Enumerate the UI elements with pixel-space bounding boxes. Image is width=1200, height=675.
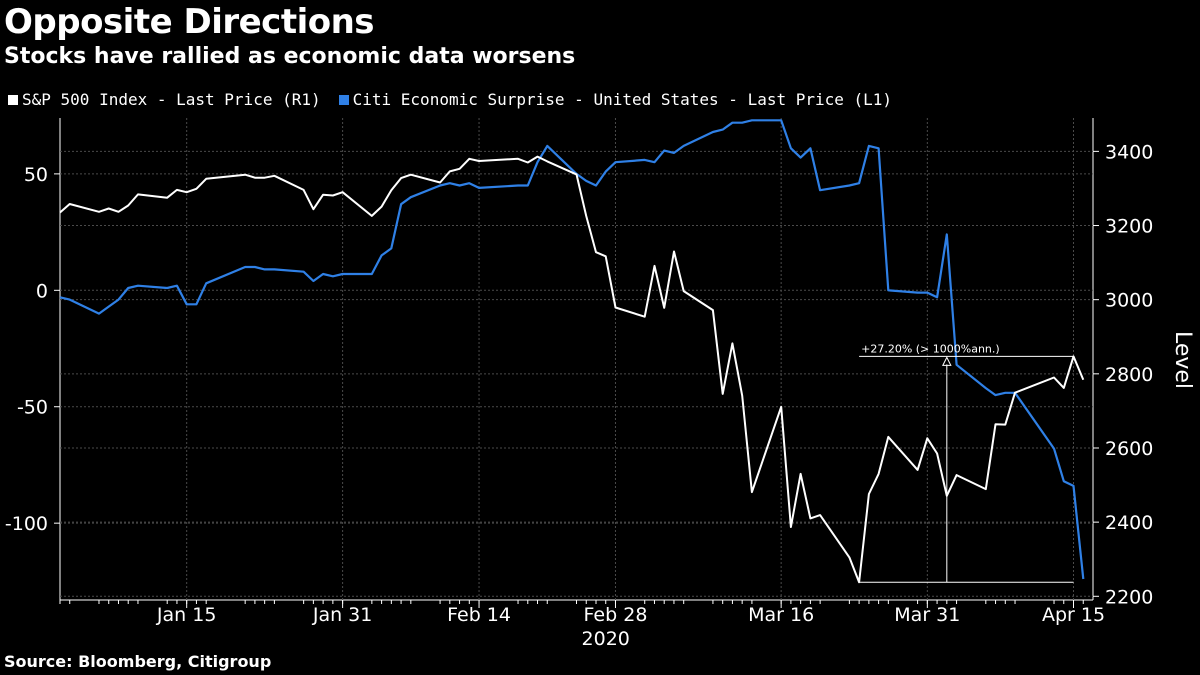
right-tick-label: 3200 xyxy=(1105,216,1153,238)
annotation-arrow-head xyxy=(942,356,952,366)
source-note: Source: Bloomberg, Citigroup xyxy=(4,652,272,671)
x-tick-label: Feb 28 xyxy=(584,604,648,626)
legend-label-sp500: S&P 500 Index - Last Price (R1) xyxy=(22,90,321,109)
right-tick-label: 2400 xyxy=(1105,512,1153,534)
x-tick-label: Feb 14 xyxy=(447,604,511,626)
series-line-sp500 xyxy=(59,155,1085,584)
right-tick-label: 2800 xyxy=(1105,364,1153,386)
left-tick-label: -100 xyxy=(5,513,48,535)
x-tick-label: Jan 15 xyxy=(156,604,217,626)
left-tick-label: -50 xyxy=(17,397,48,419)
x-tick-label: Jan 31 xyxy=(312,604,373,626)
right-axis-label: Level xyxy=(1170,331,1195,389)
legend-swatch-citi xyxy=(338,94,349,105)
right-tick-label: 2200 xyxy=(1105,586,1153,608)
left-tick-label: 0 xyxy=(36,280,48,302)
chart-subtitle: Stocks have rallied as economic data wor… xyxy=(4,44,576,69)
legend-label-citi: Citi Economic Surprise - United States -… xyxy=(352,90,893,109)
legend: S&P 500 Index - Last Price (R1) Citi Eco… xyxy=(8,90,892,109)
legend-swatch-sp500 xyxy=(8,94,18,105)
x-tick-label: Mar 31 xyxy=(894,604,960,626)
series-line-citi xyxy=(59,119,1085,580)
left-tick-label: 50 xyxy=(24,164,48,186)
right-tick-label: 3000 xyxy=(1105,290,1153,312)
annotation-label: +27.20% (> 1000%ann.) xyxy=(861,342,1000,355)
x-tick-label: Apr 15 xyxy=(1042,604,1105,626)
legend-item-sp500: S&P 500 Index - Last Price (R1) xyxy=(8,90,321,109)
x-tick-label: Mar 16 xyxy=(748,604,814,626)
chart-title: Opposite Directions xyxy=(4,2,375,42)
right-tick-label: 2600 xyxy=(1105,438,1153,460)
right-tick-label: 3400 xyxy=(1105,141,1153,163)
legend-item-citi: Citi Economic Surprise - United States -… xyxy=(338,90,893,109)
x-year-label: 2020 xyxy=(582,628,630,650)
